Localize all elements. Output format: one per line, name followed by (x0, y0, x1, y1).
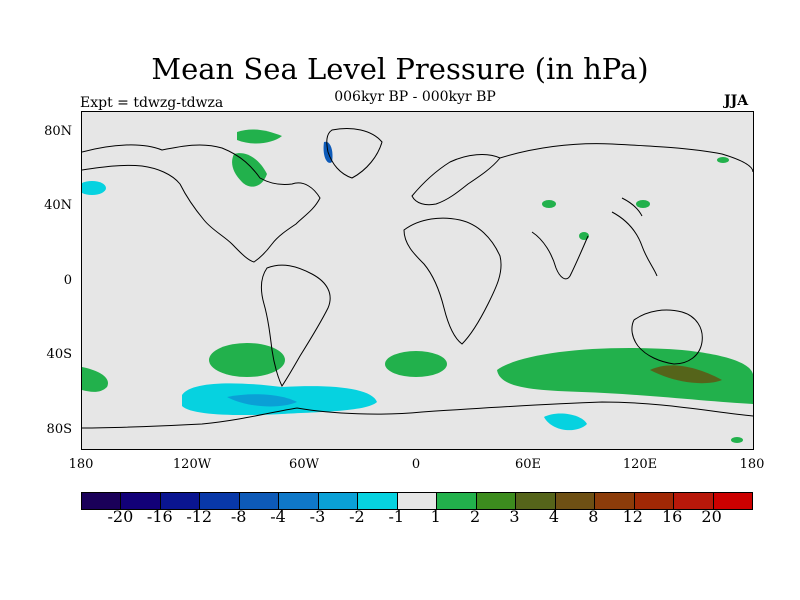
colorbar-cell (358, 493, 398, 509)
lon-label-60e: 60E (514, 457, 542, 472)
anomaly-positive-south-pacific (209, 343, 285, 377)
coastline-antarctica (82, 401, 753, 429)
colorbar-cell (160, 493, 201, 509)
season-label: JJA (724, 93, 749, 109)
anomaly-negative-alaska (82, 181, 106, 195)
colorbar-cell (595, 493, 635, 509)
colorbar-cell (239, 493, 280, 509)
map-svg (82, 128, 753, 443)
colorbar-tick-label: -8 (230, 507, 247, 526)
colorbar-cell (121, 493, 161, 509)
colorbar-tick-label: -1 (388, 507, 405, 526)
colorbar-cell (200, 493, 240, 509)
colorbar (81, 492, 753, 510)
map-title: Mean Sea Level Pressure (in hPa) (151, 52, 649, 86)
colorbar-tick-label: 20 (701, 507, 722, 526)
lat-label-0: 0 (63, 273, 72, 288)
colorbar-tick-label: 3 (509, 507, 520, 526)
colorbar-cell (674, 493, 714, 509)
colorbar-cell (279, 493, 319, 509)
anomaly-positive-canada (237, 129, 282, 144)
anomaly-positive-east-asia (636, 200, 650, 208)
anomaly-positive-south-indian (497, 348, 753, 404)
coastline-africa (403, 217, 502, 345)
anomaly-negative-core (227, 394, 297, 407)
lon-label-120w: 120W (172, 457, 212, 472)
coastline-europe (411, 154, 501, 206)
colorbar-tick-label: -16 (146, 507, 173, 526)
lon-label-120e: 120E (622, 457, 658, 472)
lon-label-180e: 180 (739, 457, 765, 472)
colorbar-tick-label: -4 (270, 507, 286, 526)
lat-label-40s: 40S (46, 347, 72, 362)
colorbar-tick-label: -12 (186, 507, 213, 526)
colorbar-cell (318, 493, 359, 509)
anomaly-positive-west-edge (82, 367, 108, 392)
coastline-north-america (82, 144, 321, 263)
colorbar-cell (397, 493, 438, 509)
colorbar-cell (634, 493, 675, 509)
lat-label-80s: 80S (46, 422, 72, 437)
colorbar-tick-label: -3 (309, 507, 326, 526)
anomaly-fields (82, 129, 753, 443)
coastline-south-america (260, 264, 331, 387)
colorbar-cell (476, 493, 517, 509)
colorbar-tick-label: -20 (107, 507, 134, 526)
lat-label-80n: 80N (44, 124, 72, 139)
anomaly-strong-positive (650, 365, 722, 384)
lon-label-0: 0 (411, 457, 421, 472)
anomaly-positive-antarctic-pen (731, 437, 743, 443)
colorbar-tick-label: 4 (548, 507, 560, 526)
anomaly-positive-himalaya (579, 232, 589, 240)
colorbar-tick-label: 12 (622, 507, 643, 526)
colorbar-cell (713, 493, 752, 509)
experiment-label: Expt = tdwzg-tdwza (80, 95, 224, 111)
lon-label-180w: 180 (68, 457, 94, 472)
colorbar-cell (555, 493, 596, 509)
colorbar-tick-label: 2 (470, 507, 481, 526)
anomaly-positive-central-asia (542, 200, 556, 208)
colorbar-tick-label: 8 (588, 507, 599, 526)
anomaly-positive-south-atlantic (385, 351, 447, 377)
coastline-australia (631, 309, 703, 365)
colorbar-tick-label: 1 (430, 507, 441, 526)
colorbar-tick-label: -2 (349, 507, 365, 526)
colorbar-tick-label: 16 (661, 507, 683, 526)
map-panel (81, 111, 754, 450)
colorbar-cell (82, 493, 122, 509)
coastline-greenland (326, 128, 383, 179)
anomaly-positive-siberia (717, 157, 729, 163)
colorbar-cell (437, 493, 477, 509)
lat-label-40n: 40N (44, 198, 72, 213)
coastlines (82, 128, 753, 429)
map-subtitle: 006kyr BP - 000kyr BP (334, 89, 496, 105)
anomaly-positive-hudson (232, 153, 267, 187)
colorbar-cell (516, 493, 556, 509)
lon-label-60w: 60W (289, 457, 319, 472)
anomaly-negative-antarctic (544, 413, 587, 431)
coastline-asia (499, 143, 753, 280)
